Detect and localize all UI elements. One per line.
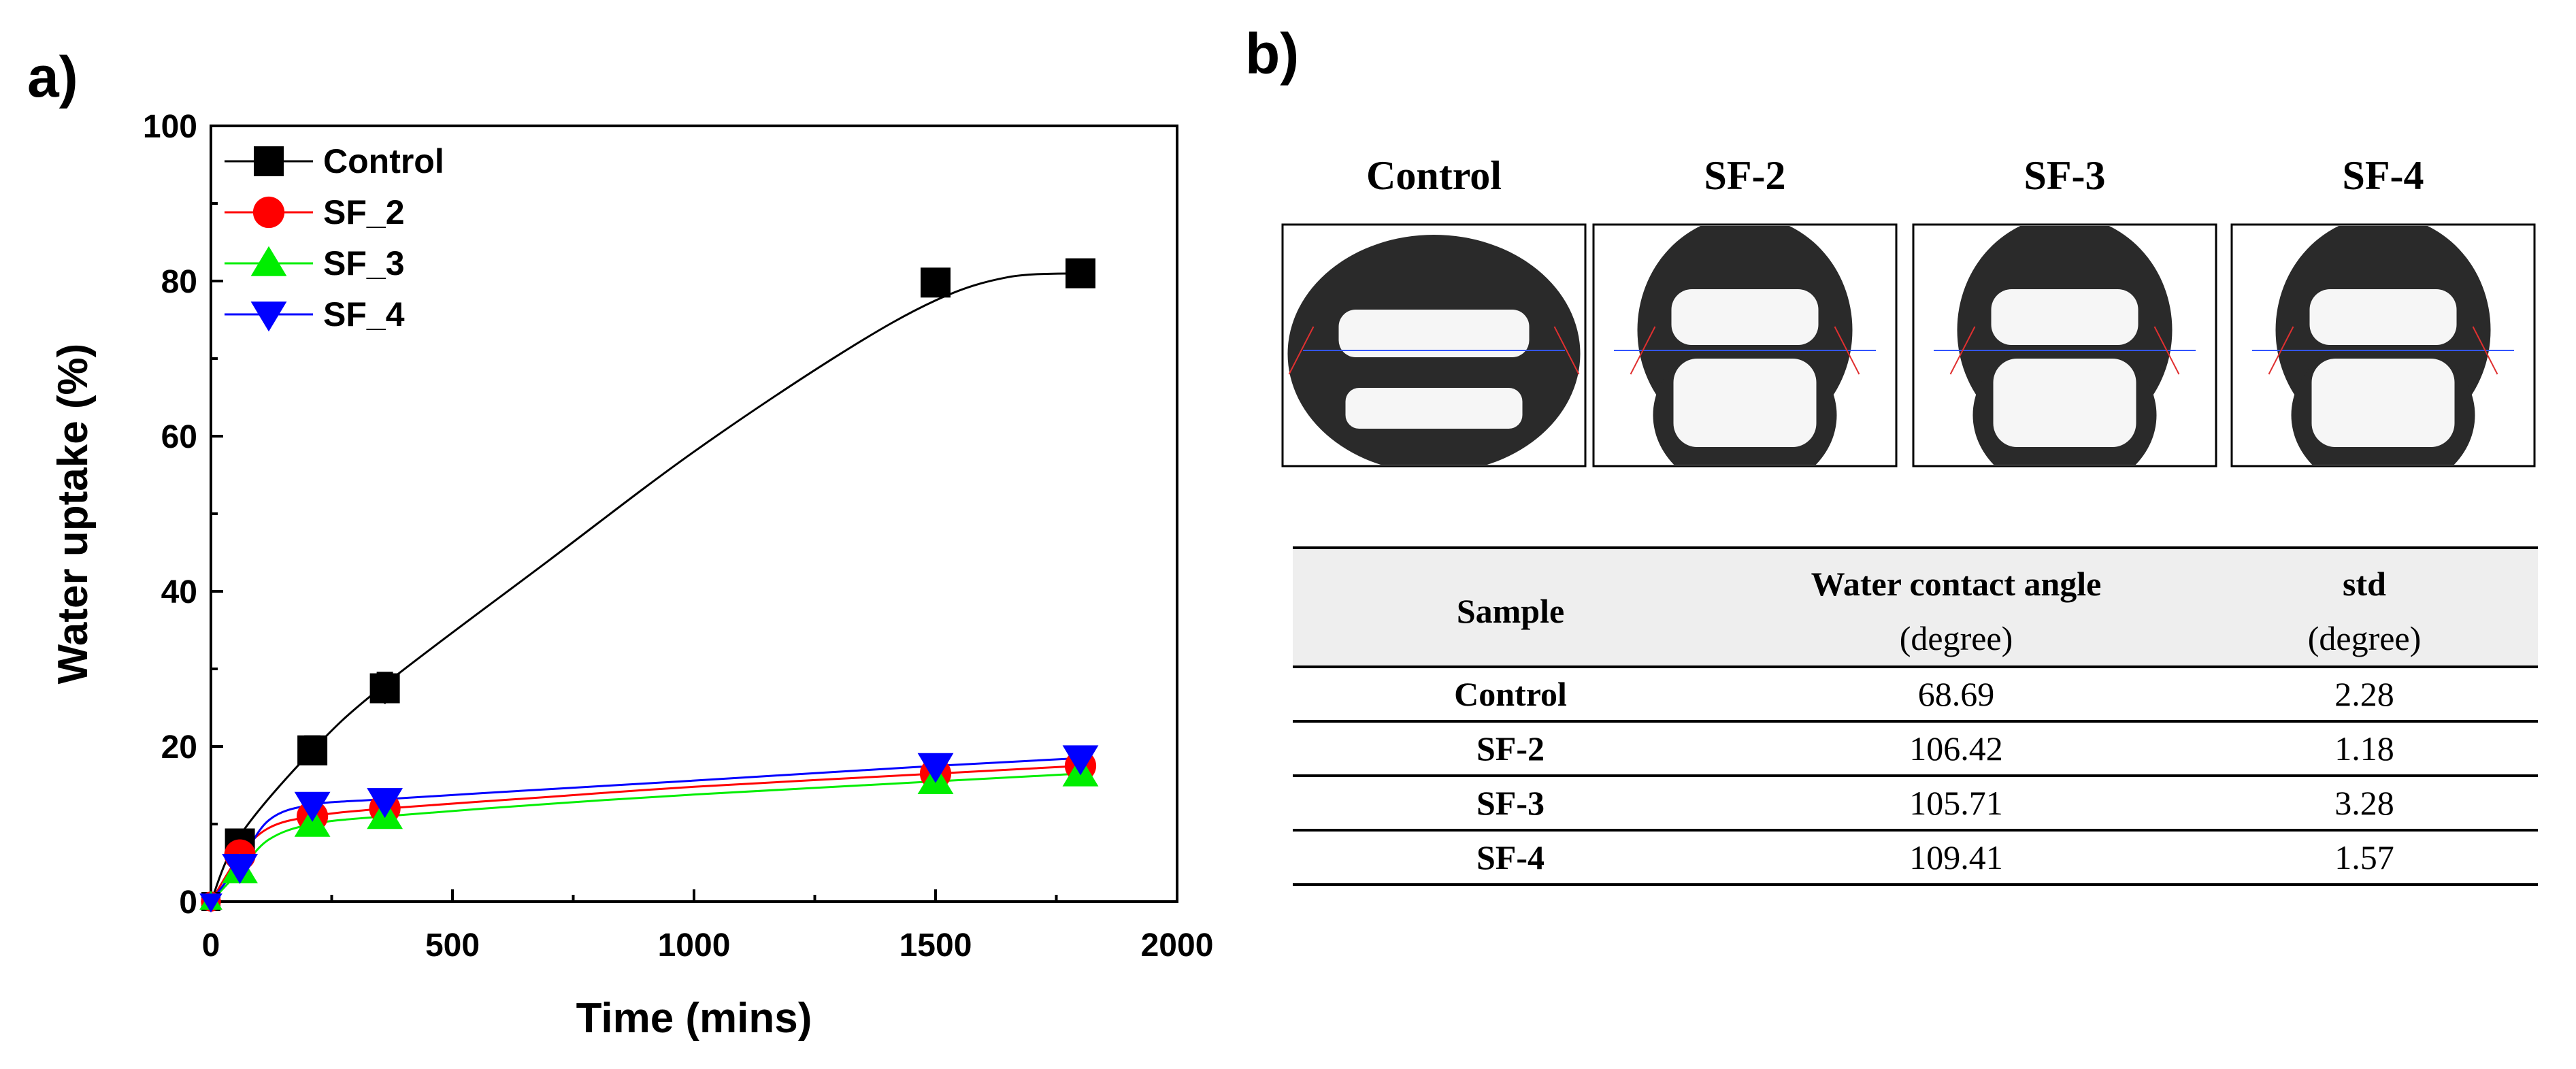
marker-control xyxy=(1066,258,1095,289)
y-tick-label: 0 xyxy=(179,885,197,921)
x-axis-title: Time (mins) xyxy=(576,995,812,1042)
droplet-image-sf-2: SF-2 xyxy=(1592,153,1898,467)
legend-marker-sf-3 xyxy=(250,246,287,276)
droplet-title-control: Control xyxy=(1366,153,1502,198)
droplet-highlight xyxy=(1991,289,2139,345)
droplet-reflection xyxy=(1993,359,2136,447)
row-sf3-angle: 105.71 xyxy=(1909,784,2003,822)
marker-control xyxy=(921,267,951,298)
x-tick-label: 2000 xyxy=(1141,927,1214,964)
y-tick-label: 60 xyxy=(161,419,197,455)
y-axis-title: Water uptake (%) xyxy=(50,344,97,685)
header-std-unit: (degree) xyxy=(2308,619,2422,657)
chart-legend: Control SF_2 SF_3 SF_4 xyxy=(225,142,444,333)
axis-ticks: 0 500 1000 1500 2000 0 20 40 60 80 100 xyxy=(143,109,1213,964)
tangent-right xyxy=(1834,326,1860,375)
header-angle-unit: (degree) xyxy=(1900,619,2013,657)
plot-frame xyxy=(210,125,1178,903)
x-tick-label: 1000 xyxy=(658,927,731,964)
tangent-right xyxy=(2153,326,2180,375)
contact-angle-images: Control SF-2 SF-3 SF-4 xyxy=(1281,153,2536,467)
tangent-right xyxy=(1553,326,1580,375)
legend-marker-sf-2 xyxy=(252,196,285,229)
header-std-title: std xyxy=(2343,565,2386,603)
tangent-left xyxy=(1288,326,1315,375)
row-sf4-sample: SF-4 xyxy=(1476,838,1545,876)
y-tick-label: 100 xyxy=(143,109,197,145)
legend-label-sf-2: SF_2 xyxy=(323,193,405,231)
row-control-sample: Control xyxy=(1454,675,1567,713)
marker-sf-4 xyxy=(917,753,954,783)
legend-marker-sf-4 xyxy=(250,301,287,332)
tangent-left xyxy=(1949,326,1976,375)
marker-sf-4 xyxy=(294,791,331,822)
marker-control xyxy=(369,673,400,704)
row-control-angle: 68.69 xyxy=(1918,675,1995,713)
row-sf2-angle: 106.42 xyxy=(1909,729,2003,768)
panel-a-label: a) xyxy=(27,45,78,109)
header-angle-title: Water contact angle xyxy=(1811,565,2102,603)
marker-control xyxy=(297,735,328,766)
fit-line-sf-3 xyxy=(210,772,1081,903)
row-sf4-std: 1.57 xyxy=(2334,838,2394,876)
droplet-reflection xyxy=(1673,359,1817,447)
legend-label-sf-4: SF_4 xyxy=(323,295,405,333)
fit-line-control xyxy=(210,272,1081,902)
row-sf4-angle: 109.41 xyxy=(1909,838,2003,876)
tangent-right xyxy=(2472,326,2498,375)
marker-sf-4 xyxy=(222,854,258,884)
droplet-reflection xyxy=(1345,388,1523,429)
tangent-left xyxy=(2268,326,2294,375)
droplet-title-sf-4: SF-4 xyxy=(2343,153,2424,198)
row-sf3-std: 3.28 xyxy=(2334,784,2394,822)
header-sample: Sample xyxy=(1457,592,1564,630)
marker-sf-4 xyxy=(199,893,222,913)
droplet-highlight xyxy=(2309,289,2457,345)
droplet-reflection xyxy=(2311,359,2455,447)
droplet-image-sf-4: SF-4 xyxy=(2230,153,2536,467)
legend-marker-control xyxy=(254,146,284,176)
legend-label-sf-3: SF_3 xyxy=(323,244,405,282)
panel-b-label: b) xyxy=(1245,22,1299,86)
y-tick-label: 40 xyxy=(161,574,197,610)
y-tick-label: 80 xyxy=(161,264,197,300)
droplet-title-sf-2: SF-2 xyxy=(1704,153,1786,198)
droplet-title-sf-3: SF-3 xyxy=(2024,153,2106,198)
droplet-image-sf-3: SF-3 xyxy=(1912,153,2217,467)
row-control-std: 2.28 xyxy=(2334,675,2394,713)
fit-line-sf-4 xyxy=(210,757,1081,902)
droplet-highlight xyxy=(1338,310,1530,357)
droplet-image-control: Control xyxy=(1281,153,1587,467)
x-tick-label: 1500 xyxy=(899,927,972,964)
row-sf2-sample: SF-2 xyxy=(1476,729,1545,768)
contact-angle-table: Sample Water contact angle (degree) std … xyxy=(1293,546,2538,886)
row-sf3-sample: SF-3 xyxy=(1476,784,1545,822)
marker-sf-4 xyxy=(1062,745,1099,776)
tangent-left xyxy=(1630,326,1656,375)
x-tick-label: 0 xyxy=(202,927,220,964)
x-tick-label: 500 xyxy=(425,927,480,964)
water-uptake-chart: 0 500 1000 1500 2000 0 20 40 60 80 100 Control SF_2… xyxy=(50,109,1213,1042)
table-header-bg xyxy=(1293,548,2538,667)
row-sf2-std: 1.18 xyxy=(2334,729,2394,768)
fit-line-sf-2 xyxy=(210,765,1081,902)
error-bars xyxy=(231,672,1089,875)
fit-curves xyxy=(210,272,1081,903)
marker-sf-4 xyxy=(367,788,403,819)
y-tick-label: 20 xyxy=(161,729,197,766)
droplet-highlight xyxy=(1671,289,1819,345)
data-markers xyxy=(199,258,1099,913)
legend-label-control: Control xyxy=(323,142,444,180)
